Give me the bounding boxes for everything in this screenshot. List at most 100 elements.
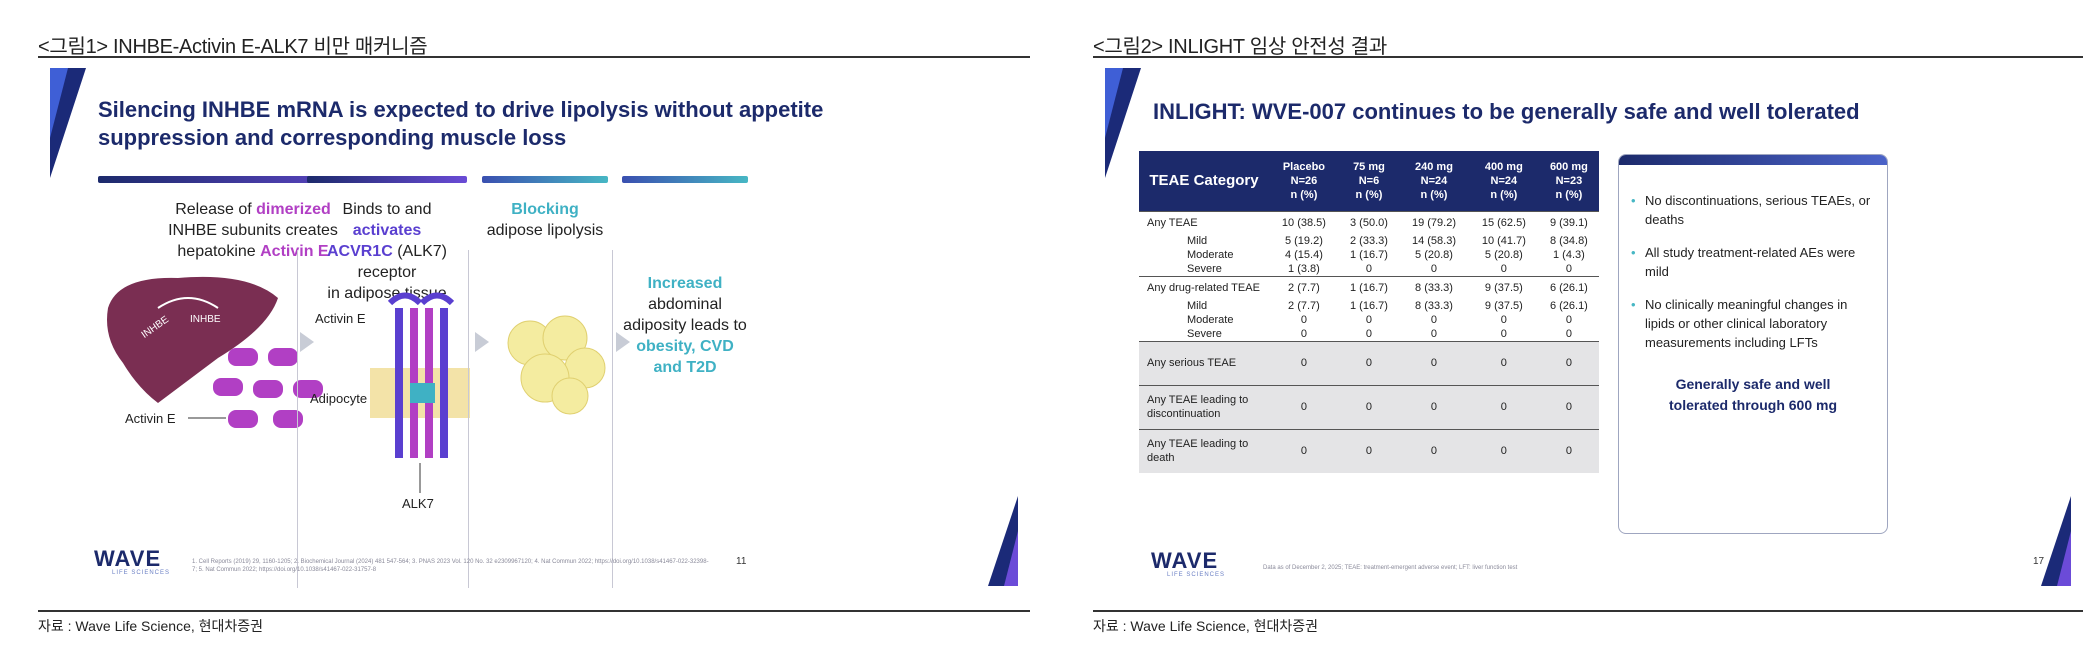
figure-2-caption: <그림2> INLIGHT 임상 안전성 결과 (1093, 36, 1387, 58)
activin-dimer (228, 348, 258, 366)
fat-cells-illustration (507, 315, 606, 415)
summary-box: No discontinuations, serious TEAEs, or d… (1618, 154, 1888, 534)
header-text: n (%) (1420, 188, 1448, 201)
table-cell: 2 (7.7) (1288, 299, 1320, 312)
header-text: n (%) (1290, 188, 1318, 201)
activin-dimer (293, 380, 323, 398)
header-text: 400 mg (1484, 160, 1523, 173)
corner-decoration-bottom-inner (2057, 531, 2071, 586)
caption-rule (38, 56, 1030, 58)
activin-dimer (228, 410, 258, 428)
table-row: Severe 0 0 0 0 0 (1139, 327, 1599, 342)
header-text: 75 mg (1353, 160, 1385, 173)
table-row: Any TEAE 10 (38.5) 3 (50.0) 19 (79.2) 15 (62… (1139, 210, 1599, 234)
row-label: Moderate (1187, 313, 1234, 326)
receptor-chain (440, 308, 448, 458)
wave-logo: WAVE (1151, 548, 1219, 573)
row-label: Mild (1187, 299, 1208, 312)
column-divider (468, 250, 469, 588)
header-text: 600 mg (1549, 160, 1588, 173)
table-cell: 4 (15.4) (1284, 248, 1323, 261)
adipocyte-label: Adipocyte (310, 391, 368, 406)
figure-1-caption: <그림1> INHBE-Activin E-ALK7 비만 매커니즘 (38, 36, 428, 58)
table-header-row: TEAE Category Placebo N=26 n (%) 75 mg N=6 n… (1139, 151, 1599, 211)
table-cell: 5 (20.8) (1484, 248, 1523, 261)
table-cell: 0 (1538, 428, 1599, 473)
header-text: N=24 (1420, 174, 1448, 187)
header-600mg: 600 mg N=23 n (%) (1538, 151, 1599, 211)
table-body: Any TEAE 10 (38.5) 3 (50.0) 19 (79.2) 15 (62… (1139, 210, 1599, 473)
table-cell: 0 (1565, 313, 1572, 326)
table-cell: 15 (62.5) (1468, 210, 1539, 234)
text-highlight: dimerized (256, 201, 331, 218)
table-row: Any drug-related TEAE 2 (7.7) 1 (16.7) 8 (3… (1139, 275, 1599, 299)
text: INHBE subunits creates (168, 222, 338, 239)
table-cell: 0 (1269, 340, 1339, 385)
header-text: n (%) (1490, 188, 1518, 201)
activin-dimer (213, 378, 243, 396)
step-bar (622, 176, 748, 183)
row-label: Any serious TEAE (1139, 340, 1269, 385)
table-cell: 14 (58.3) (1411, 234, 1456, 247)
receptor-illustration (370, 292, 470, 493)
activin-dimer (268, 348, 298, 366)
header-category: TEAE Category (1139, 151, 1269, 211)
table-cell: 2 (33.3) (1350, 234, 1388, 247)
table-cell: 8 (33.3) (1415, 299, 1453, 312)
table-cell: 0 (1365, 327, 1373, 340)
table-cell: 0 (1430, 327, 1438, 340)
header-text: 240 mg (1415, 160, 1453, 173)
step-bar (98, 176, 408, 183)
table-cell: 0 (1300, 313, 1307, 326)
table-cell: 0 (1565, 262, 1572, 275)
text: hepatokine (177, 243, 261, 260)
table-cell: 0 (1468, 340, 1539, 385)
liver-shape (107, 276, 278, 403)
liver-illustration (107, 276, 323, 428)
table-cell: 8 (33.3) (1399, 275, 1469, 299)
wave-logo-subtitle: LIFE SCIENCES (112, 570, 171, 576)
figure-1-panel: <그림1> INHBE-Activin E-ALK7 비만 매커니즘 Silen… (0, 0, 1030, 660)
fat-cell (551, 377, 589, 415)
table-cell: 10 (41.7) (1481, 234, 1526, 247)
activin-dimer (253, 380, 283, 398)
text: adipose lipolysis (486, 222, 604, 239)
table-cell: 0 (1269, 384, 1339, 429)
slide-footnote: 1. Cell Reports (2019) 29, 1160-1205; 2.… (192, 559, 709, 573)
step-outcome-text: Increased abdominal adiposity leads to o… (622, 273, 748, 378)
table-cell: 1 (16.7) (1338, 275, 1400, 299)
text-highlight: Increased (647, 275, 723, 292)
row-label: Moderate (1187, 248, 1234, 261)
step-bar (482, 176, 608, 183)
text-highlight: ACVR1C (326, 243, 393, 260)
summary-header-bar (1619, 155, 1887, 165)
step-blocking: Blocking adipose lipolysis (482, 176, 608, 241)
table-row: Mild 2 (7.7) 1 (16.7) 8 (33.3) 9 (37.5) 6 (26… (1139, 299, 1599, 313)
text: Binds to and (342, 201, 432, 218)
receptor-arm (419, 292, 455, 306)
step-bar (307, 176, 467, 183)
table-cell: 0 (1468, 384, 1539, 429)
receptor-activin-label: Activin E (315, 311, 366, 326)
row-label: Severe (1187, 262, 1222, 275)
header-placebo: Placebo N=26 n (%) (1269, 151, 1339, 211)
column-divider (612, 250, 613, 588)
slide-title: INLIGHT: WVE-007 continues to be general… (1153, 99, 1860, 124)
wave-logo: WAVE (94, 546, 162, 571)
text-highlight: obesity, CVD (636, 338, 734, 355)
row-label: Any TEAE leading to death (1139, 428, 1269, 473)
fat-cell (542, 315, 588, 361)
slide-footnote: Data as of December 2, 2025; TEAE: treat… (1263, 565, 1518, 571)
table-cell: 1 (16.7) (1350, 248, 1388, 261)
table-cell: 0 (1338, 340, 1400, 385)
table-cell: 0 (1399, 340, 1469, 385)
table-cell: 19 (79.2) (1399, 210, 1469, 234)
text-highlight: Blocking (511, 201, 579, 218)
flow-arrow (475, 332, 489, 352)
step-blocking-text: Blocking adipose lipolysis (482, 199, 608, 241)
row-label: Any TEAE (1139, 210, 1269, 234)
table-cell: 9 (37.5) (1484, 299, 1523, 312)
row-label: Severe (1187, 327, 1222, 340)
inhbe-label-b: INHBE (190, 314, 221, 325)
table-cell: 0 (1500, 262, 1507, 275)
